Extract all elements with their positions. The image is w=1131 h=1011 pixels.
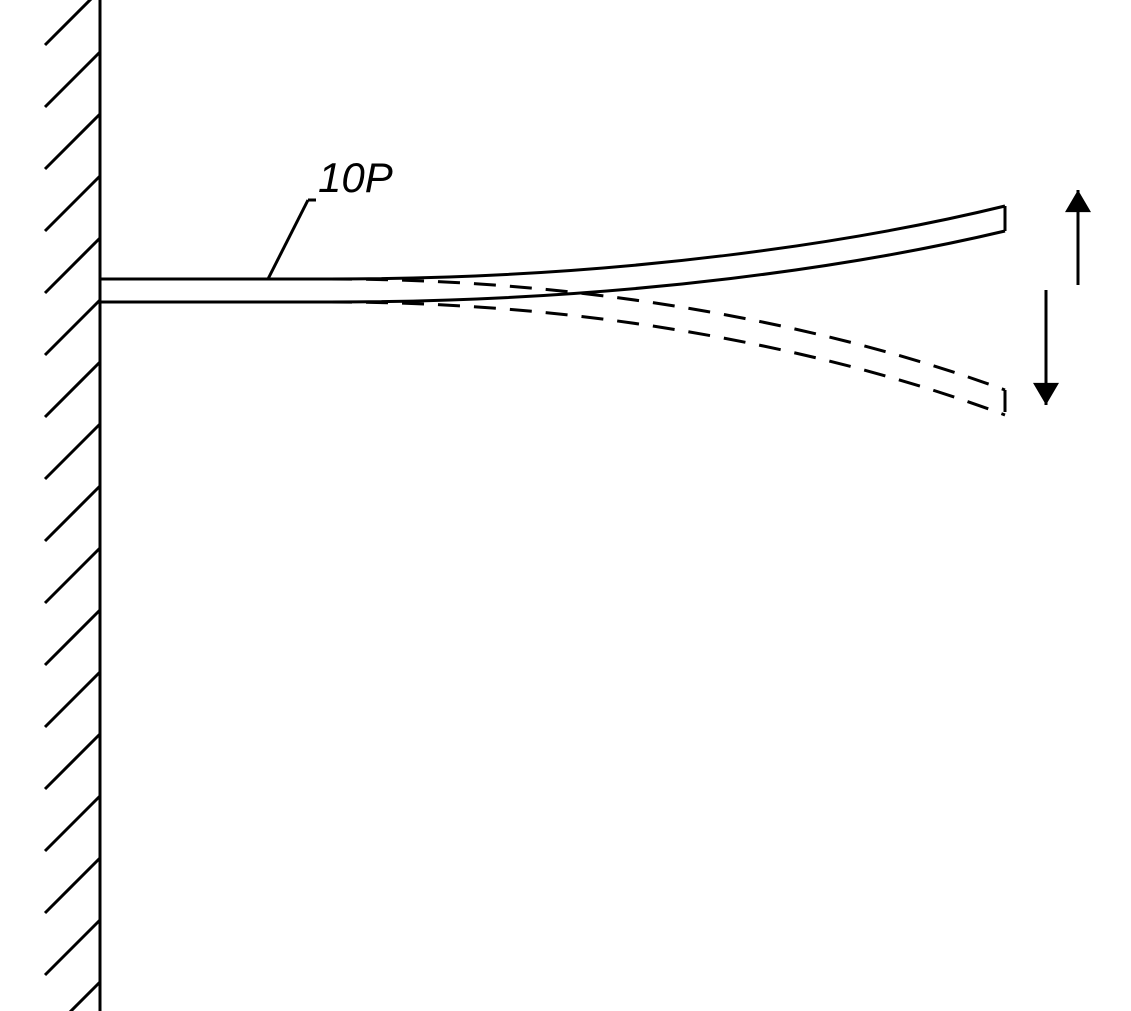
arrow-down (1033, 290, 1059, 405)
cantilever-diagram: 10P (0, 0, 1131, 1011)
reference-label: 10P (318, 154, 393, 201)
label-leader (268, 200, 316, 279)
beam-deflected-up (100, 206, 1005, 302)
wall-hatching (45, 0, 100, 1011)
arrow-up (1065, 190, 1091, 285)
